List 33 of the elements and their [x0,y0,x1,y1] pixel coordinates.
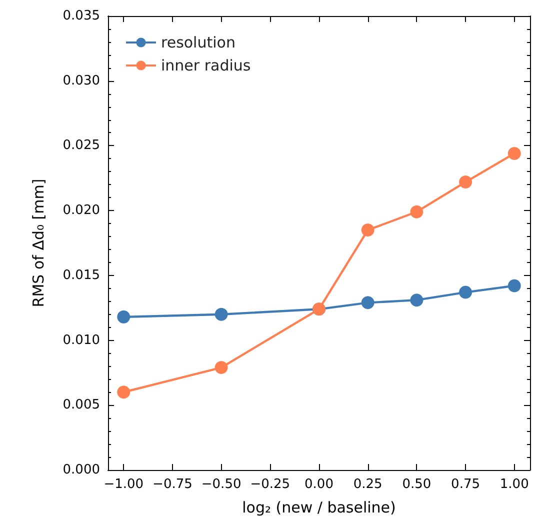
y-tick-label: 0.010 [62,332,100,348]
y-tick-label: 0.020 [62,203,100,218]
point [508,279,521,292]
legend-label: resolution [161,34,236,52]
point [214,361,228,374]
x-tick-label: 0.25 [353,477,382,492]
x-tick-label: −0.50 [201,477,242,492]
point [459,176,472,189]
x-tick-label: 1.00 [500,477,529,492]
y-axis-title: RMS of Δd₀ [mm] [30,178,48,308]
y-tick-label: 0.025 [62,138,100,154]
x-tick-label: −0.25 [250,477,290,492]
point [508,147,521,160]
y-tick-label: 0.005 [62,398,100,413]
point [117,386,130,399]
point [459,286,472,299]
point [117,310,130,324]
y-tick-label: 0.035 [62,8,100,24]
y-tick-label: 0.030 [62,73,100,88]
x-axis-title: log₂ (new / baseline) [242,498,396,516]
y-tick-label: 0.015 [62,268,100,283]
point [214,308,228,321]
x-tick-label: 0.50 [402,477,432,492]
legend-label: inner radius [161,56,251,74]
point [361,224,374,237]
x-tick-label: −1.00 [104,477,144,492]
point [361,296,374,310]
point [410,205,424,218]
y-tick-label: 0.000 [62,462,100,478]
x-tick-label: −0.75 [152,477,192,492]
x-tick-label: 0.75 [451,477,480,492]
point [410,294,424,307]
x-tick-label: 0.00 [304,477,334,492]
